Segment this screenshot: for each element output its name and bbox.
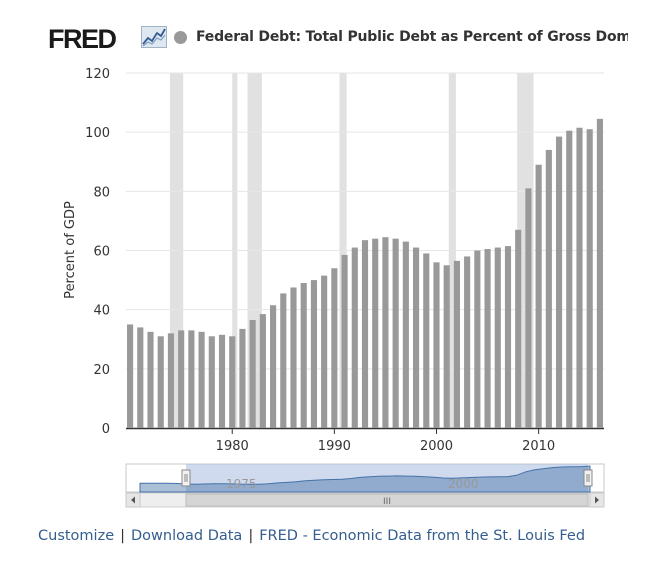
bar-1988[interactable]: [310, 280, 317, 428]
bar-1994[interactable]: [372, 238, 379, 428]
bar-1990[interactable]: [331, 268, 338, 428]
bar-1991[interactable]: [341, 254, 348, 428]
series-title[interactable]: Federal Debt: Total Public Debt as Perce…: [196, 29, 628, 45]
bar-1993[interactable]: [361, 240, 369, 428]
bar-1979[interactable]: [218, 334, 226, 428]
bar-1998[interactable]: [413, 247, 420, 428]
series-legend-dot: [174, 31, 187, 44]
download-data-link[interactable]: Download Data: [131, 528, 243, 544]
bar-1997[interactable]: [402, 241, 409, 428]
bar-2013[interactable]: [566, 130, 573, 428]
bar-series[interactable]: [127, 118, 603, 429]
bar-2014[interactable]: [576, 127, 583, 429]
customize-link[interactable]: Customize: [38, 528, 115, 544]
bar-1992[interactable]: [351, 247, 358, 428]
grid-lines: [126, 72, 604, 430]
navigator-selection[interactable]: [186, 464, 588, 492]
chart-header: FRED Federal Debt: Total Public Debt as …: [48, 20, 628, 56]
footer-separator: |: [120, 528, 126, 544]
navigator-area: [139, 465, 591, 493]
y-tick-label: 60: [93, 245, 110, 260]
bar-1996[interactable]: [392, 238, 399, 428]
bar-2009[interactable]: [525, 188, 532, 428]
bar-2007[interactable]: [504, 246, 512, 428]
bar-1985[interactable]: [280, 293, 287, 428]
arrow-left-icon: [131, 496, 135, 504]
bar-1982[interactable]: [249, 320, 256, 428]
bar-2008[interactable]: [515, 229, 522, 428]
bar-2011[interactable]: [545, 149, 552, 428]
y-tick-label: 100: [85, 126, 110, 141]
bar-1995[interactable]: [382, 237, 389, 428]
bar-1989[interactable]: [321, 275, 328, 428]
bar-2000[interactable]: [433, 262, 440, 428]
bar-1983[interactable]: [259, 314, 266, 428]
bar-2010[interactable]: [535, 164, 542, 429]
arrow-right-icon: [595, 496, 599, 504]
scroll-right-button[interactable]: [589, 492, 605, 508]
footer-separator: |: [248, 528, 254, 544]
x-tick-label: 1980: [216, 439, 249, 454]
bar-2005[interactable]: [484, 249, 491, 428]
bar-1971[interactable]: [137, 327, 144, 428]
bar-1975[interactable]: [178, 330, 185, 428]
bar-2012[interactable]: [555, 136, 563, 428]
bar-1986[interactable]: [290, 287, 297, 428]
y-tick-label: 120: [85, 67, 110, 82]
bar-1973[interactable]: [157, 336, 164, 428]
navigator-right-handle[interactable]: [583, 469, 593, 487]
bar-1972[interactable]: [147, 331, 154, 428]
bar-1974[interactable]: [167, 333, 175, 428]
bar-1981[interactable]: [239, 328, 246, 428]
y-tick-label: 0: [102, 422, 110, 437]
bar-1999[interactable]: [423, 253, 430, 428]
bar-2004[interactable]: [474, 250, 481, 429]
bar-1980[interactable]: [229, 336, 236, 428]
navigator[interactable]: 1975 2000 III: [125, 463, 605, 508]
bar-2003[interactable]: [464, 256, 471, 428]
scrollbar-thumb[interactable]: [185, 493, 589, 507]
bar-1978[interactable]: [208, 336, 215, 428]
fred-source-link[interactable]: FRED - Economic Data from the St. Louis …: [259, 528, 586, 544]
bar-1976[interactable]: [188, 330, 195, 428]
y-tick-label: 80: [93, 185, 110, 200]
y-tick-label: 40: [93, 304, 110, 319]
bar-2015[interactable]: [586, 129, 593, 429]
navigator-left-handle[interactable]: [181, 469, 191, 487]
scrollbar-grip: III: [383, 497, 391, 507]
bar-1984[interactable]: [270, 305, 277, 428]
y-axis-label: Percent of GDP: [63, 201, 78, 299]
bar-1977[interactable]: [198, 331, 205, 428]
footer: Customize | Download Data | FRED - Economic …: [38, 528, 585, 544]
bar-1970[interactable]: [127, 324, 134, 428]
navigator-tick-label: 1975: [226, 477, 257, 491]
navigator-tick-label: 2000: [448, 477, 479, 491]
x-tick-label: 2010: [522, 439, 555, 454]
x-tick-label: 2000: [420, 439, 453, 454]
fred-graph-icon: [141, 26, 167, 48]
bar-2002[interactable]: [453, 260, 460, 428]
x-axis-ticks: 1980 1990 2000 2010: [216, 428, 555, 454]
chart: 0 20 40 60 80 100 120 1980 1990 2000 2010 Percent…: [63, 67, 605, 508]
bar-2016[interactable]: [596, 118, 603, 429]
x-tick-label: 1990: [318, 439, 351, 454]
bar-2006[interactable]: [494, 247, 501, 428]
fred-logo[interactable]: FRED: [48, 24, 117, 54]
bar-2001[interactable]: [443, 265, 450, 428]
y-tick-label: 20: [93, 363, 110, 378]
bar-1987[interactable]: [300, 283, 307, 428]
scroll-left-button[interactable]: [125, 492, 141, 508]
y-axis-ticks: 0 20 40 60 80 100 120: [85, 67, 110, 437]
